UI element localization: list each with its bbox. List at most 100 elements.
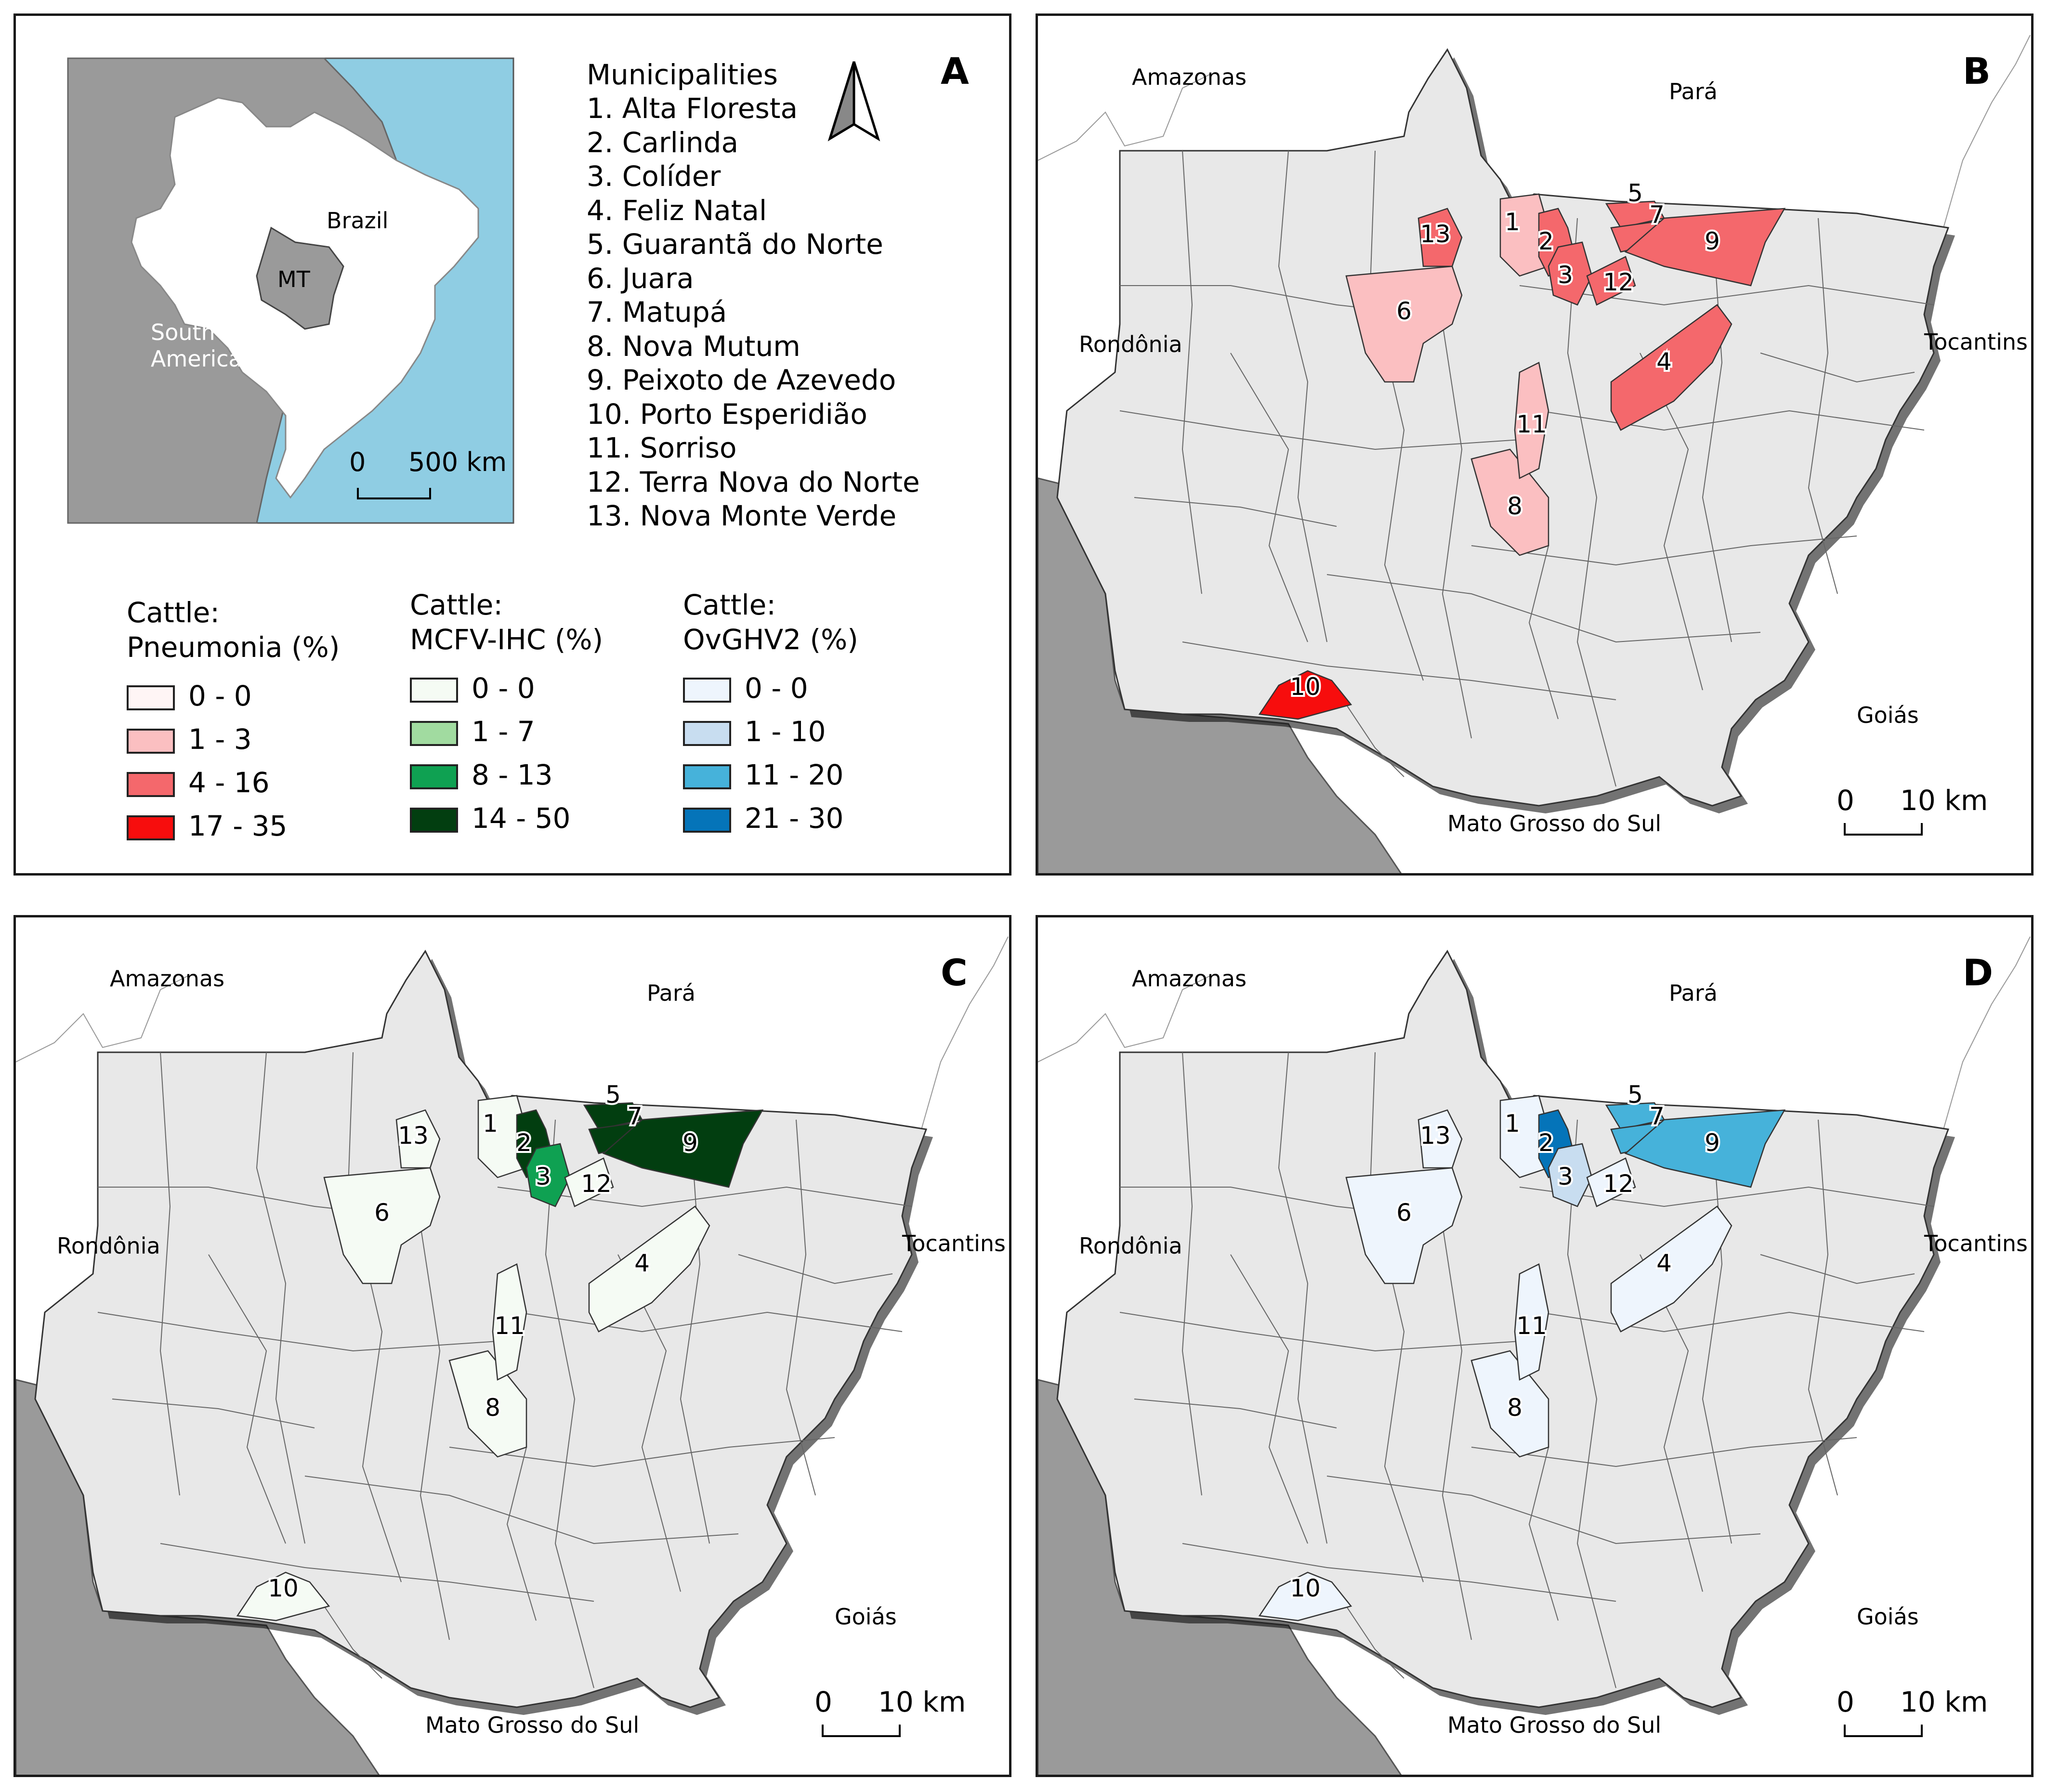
municipality-number: 9 — [682, 1129, 698, 1157]
legend-class: 21 - 30 — [683, 802, 843, 835]
state-label-tocantins: Tocantins — [1924, 329, 2028, 355]
municipality-number: 10 — [1290, 1574, 1321, 1602]
scale-max: 10 km — [1900, 1686, 1988, 1718]
municipality-border — [112, 1399, 315, 1428]
legend-class: 0 - 0 — [683, 672, 808, 705]
municipality-border — [1336, 690, 1404, 777]
municipality-item: 5. Guarantã do Norte — [587, 228, 883, 261]
legend-class: 0 - 0 — [127, 680, 252, 712]
municipality-3 — [1548, 241, 1593, 306]
municipality-border — [1519, 285, 1934, 306]
municipality-9 — [602, 1109, 764, 1188]
municipality-item: 8. Nova Mutum — [587, 329, 800, 363]
municipality-item: 7. Matupá — [587, 296, 727, 328]
legend-class: 17 - 35 — [127, 810, 287, 842]
municipality-border — [497, 1186, 912, 1207]
scale-zero: 0 — [814, 1686, 832, 1718]
municipality-12 — [1586, 1157, 1636, 1207]
municipality-border — [159, 1052, 180, 1496]
municipality-border — [1134, 1399, 1337, 1428]
municipality-item: 6. Juara — [587, 262, 694, 295]
municipality-item: 13. Nova Monte Verde — [587, 499, 897, 532]
municipality-border — [1369, 1052, 1424, 1583]
municipality-border — [1230, 353, 1308, 642]
state-border — [1038, 936, 2031, 1130]
scale-zero: 0 — [1837, 1686, 1854, 1718]
legend-swatch — [683, 807, 731, 833]
municipality-item: 1. Alta Floresta — [587, 92, 798, 125]
municipality-item: 2. Carlinda — [587, 126, 739, 159]
municipality-item: 11. Sorriso — [587, 432, 737, 464]
municipality-border — [1442, 1225, 1472, 1640]
panel-c: 1 2 3 4 5 6 7 8 9 10 11 12 13 C Amazonas Pará Rondônia To… — [13, 915, 1011, 1777]
state-label-rondonia: Rondônia — [57, 1233, 160, 1259]
mato-grosso-shape — [34, 950, 928, 1708]
municipalities-title: Municipalities — [587, 58, 778, 91]
scale-max: 10 km — [878, 1686, 966, 1718]
municipality-12 — [1586, 256, 1636, 306]
municipality-number: 1 — [483, 1110, 498, 1138]
legend-label: 8 - 13 — [472, 759, 553, 791]
municipality-border — [1336, 1591, 1404, 1679]
municipality-border — [1278, 150, 1327, 642]
municipality-number: 9 — [1705, 227, 1720, 255]
state-border — [1038, 35, 2031, 228]
legend-swatch — [127, 815, 175, 840]
municipality-4 — [588, 1205, 710, 1333]
municipality-item: 3. Colíder — [587, 160, 721, 193]
municipality-border — [420, 1225, 450, 1640]
municipality-border — [545, 1119, 594, 1688]
legend-label: 1 - 7 — [472, 715, 535, 748]
legend-swatch — [127, 728, 175, 754]
municipality-number: 12 — [1603, 268, 1634, 296]
legend-swatch — [127, 685, 175, 710]
municipality-13 — [1417, 1109, 1463, 1169]
municipality-number: 13 — [398, 1122, 429, 1150]
municipality-border — [680, 1119, 710, 1544]
municipality-number: 12 — [581, 1170, 612, 1198]
panel-letter: D — [1963, 951, 1994, 994]
municipality-border — [1538, 410, 1925, 431]
municipality-8 — [1470, 448, 1549, 556]
municipality-10 — [236, 1571, 330, 1622]
municipality-number: 1 — [1505, 1110, 1520, 1138]
municipality-number: 2 — [516, 1129, 532, 1157]
municipality-number: 2 — [1538, 1129, 1554, 1157]
municipality-border — [1442, 324, 1472, 739]
municipality-number: 2 — [1538, 227, 1554, 255]
municipality-border — [1702, 218, 1732, 642]
municipality-border — [1181, 1052, 1202, 1496]
state-label-mato_grosso_do_sul: Mato Grosso do Sul — [425, 1712, 640, 1738]
municipality-item: 9. Peixoto de Azevedo — [587, 364, 896, 396]
municipality-number: 1 — [1505, 208, 1520, 236]
legend-label: 11 - 20 — [745, 759, 844, 791]
inset-mt-label: MT — [277, 266, 310, 292]
municipality-border — [738, 1254, 893, 1284]
municipality-4 — [1610, 1205, 1732, 1333]
municipality-number: 8 — [485, 1394, 500, 1422]
municipality-border — [1471, 1437, 1857, 1467]
legend-swatch — [410, 677, 458, 703]
municipality-number: 4 — [634, 1249, 650, 1277]
legend-class: 8 - 13 — [410, 759, 553, 791]
municipality-number: 5 — [605, 1081, 621, 1109]
municipality-12 — [564, 1157, 614, 1207]
state-label-rondonia: Rondônia — [1079, 331, 1182, 357]
state-label-tocantins: Tocantins — [1924, 1230, 2028, 1256]
municipality-border — [1182, 1543, 1616, 1602]
municipality-number: 3 — [1558, 261, 1573, 289]
state-label-mato_grosso_do_sul: Mato Grosso do Sul — [1447, 1712, 1662, 1738]
state-label-goias: Goiás — [1857, 702, 1919, 728]
municipality-border — [1134, 497, 1337, 527]
municipality-13 — [395, 1109, 441, 1169]
legend-class: 1 - 10 — [683, 715, 826, 748]
municipality-item: 12. Terra Nova do Norte — [587, 465, 920, 498]
municipality-number: 6 — [1396, 297, 1412, 325]
municipality-number: 11 — [494, 1312, 525, 1340]
municipality-number: 7 — [627, 1102, 643, 1130]
municipality-number: 5 — [1627, 1081, 1643, 1109]
state-label-amazonas: Amazonas — [1132, 966, 1247, 992]
